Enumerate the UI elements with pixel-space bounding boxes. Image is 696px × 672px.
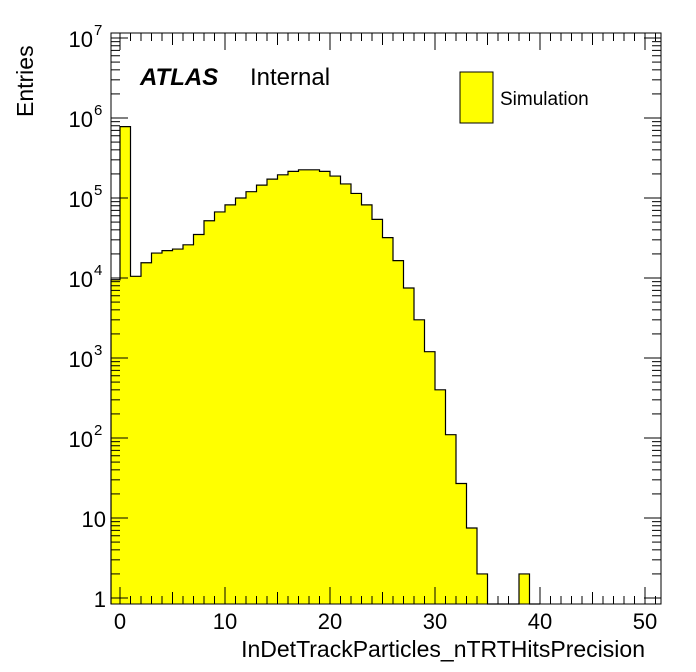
histogram-bar [424,351,435,604]
legend-label: Simulation [500,89,589,110]
y-tick-exponent: 4 [94,262,102,279]
histogram-bar [204,220,215,604]
x-tick-label: 30 [423,609,447,634]
histogram-bar [351,193,362,604]
y-tick-label: 10 [69,427,93,452]
x-tick-label: 40 [528,609,552,634]
y-axis-title: Entries [12,45,38,117]
histogram-bar [288,171,299,605]
y-tick-exponent: 5 [94,182,102,199]
y-tick-exponent: 7 [94,22,102,39]
histogram-bar [372,219,383,604]
y-tick-label: 10 [69,107,93,132]
histogram-bar [246,191,257,604]
histogram-bars [110,126,540,605]
histogram-bar [456,483,467,604]
legend-swatch [459,71,494,124]
histogram-bar [319,171,330,605]
x-tick-label: 20 [318,609,342,634]
histogram-bar [214,211,225,605]
histogram-bar [298,169,309,605]
histogram-bar [141,262,152,604]
histogram-bar [393,260,404,604]
internal-label: Internal [250,64,330,91]
histogram-bar [256,185,267,604]
histogram-bar [309,169,320,605]
histogram-bar [225,204,236,604]
y-tick-label: 10 [69,27,93,52]
x-tick-label: 50 [633,609,657,634]
histogram-bar [120,126,131,604]
histogram-bar [382,237,393,604]
histogram-bar [403,287,414,604]
y-tick-label: 1 [94,587,106,612]
histogram-bar [340,183,351,604]
y-tick-exponent: 2 [94,422,102,439]
histogram-bar [414,319,425,604]
histogram-bar [151,253,162,604]
histogram-outline [110,126,540,605]
histogram-bar [330,176,341,604]
histogram-bar [435,389,446,604]
histogram-bar [519,573,530,604]
x-axis-title: InDetTrackParticles_nTRTHitsPrecision [241,636,645,662]
x-tick-label: 0 [114,609,126,634]
histogram-bar [162,250,173,604]
atlas-label: ATLAS [139,64,218,91]
y-tick-exponent: 6 [94,102,102,119]
y-tick-label: 10 [69,187,93,212]
histogram-bar [445,434,456,604]
legend: Simulation [459,71,589,124]
histogram-bar [361,204,372,604]
x-tick-label: 10 [213,609,237,634]
histogram-bar [466,527,477,604]
x-tick-labels: 0 10 20 30 40 50 [114,609,657,634]
histogram-bar [193,234,204,605]
y-tick-label: 10 [69,267,93,292]
plot-frame [110,32,662,605]
histogram-bar [277,174,288,604]
histogram-bar [130,276,141,604]
histogram-bar [172,249,183,604]
y-tick-label: 10 [82,507,106,532]
y-tick-label: 10 [69,347,93,372]
histogram-bar [477,573,488,604]
axis-ticks [111,33,661,604]
histogram-bar [235,198,246,604]
y-tick-exponent: 3 [94,342,102,359]
histogram-bar [267,179,278,605]
histogram-bar [183,244,194,605]
